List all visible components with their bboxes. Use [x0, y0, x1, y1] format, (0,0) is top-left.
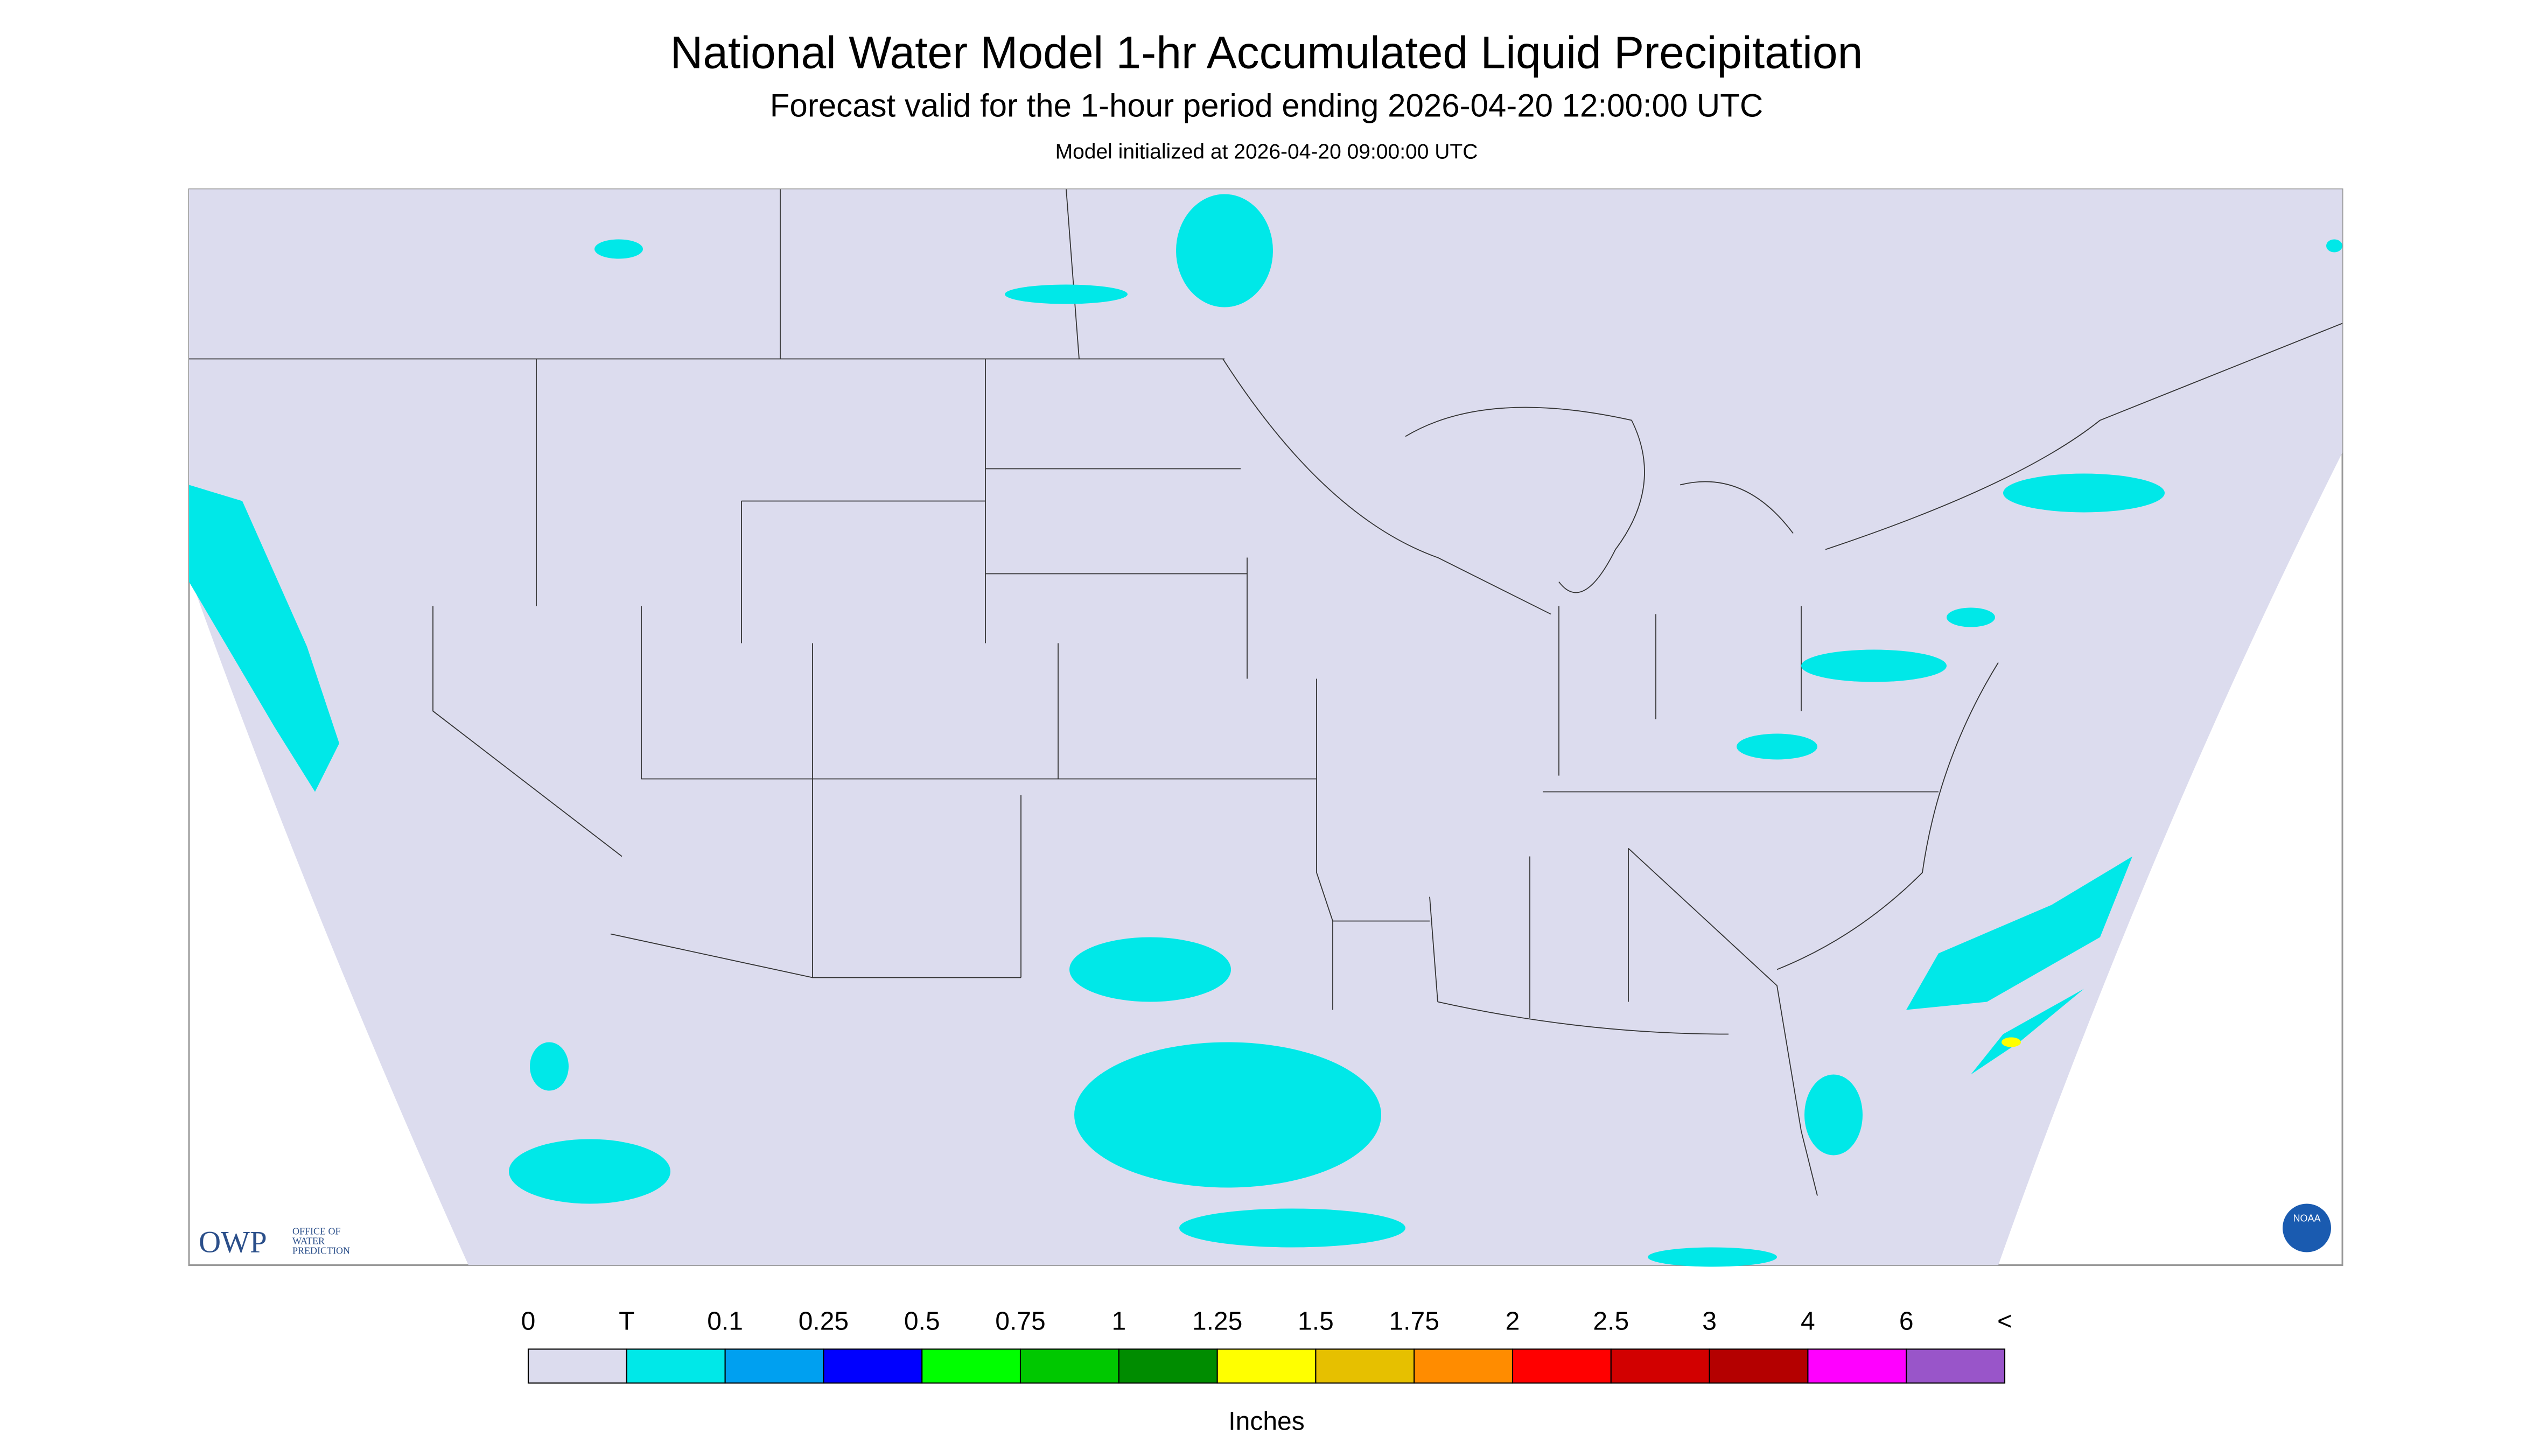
legend-label: 0 — [521, 1307, 536, 1336]
subtitle: Forecast valid for the 1-hour period end… — [770, 88, 1763, 124]
legend-swatch — [626, 1348, 726, 1384]
map: OWP OFFICE OF WATER PREDICTION NOAA — [188, 188, 2343, 1267]
precipitation — [189, 194, 2342, 1267]
legend-swatch — [921, 1348, 1021, 1384]
owp-logo: OWP — [199, 1226, 267, 1259]
legend-swatch — [1315, 1348, 1415, 1384]
legend-label: 2 — [1506, 1307, 1520, 1336]
legend-swatch — [1906, 1348, 2006, 1384]
legend-label: 1.75 — [1389, 1307, 1439, 1336]
legend-swatch — [1610, 1348, 1710, 1384]
owp-line: WATER — [292, 1236, 325, 1247]
init-note: Model initialized at 2026-04-20 09:00:00… — [1055, 141, 1478, 164]
legend-label: 3 — [1702, 1307, 1717, 1336]
owp-line: OFFICE OF — [292, 1226, 341, 1237]
legend-label: 2.5 — [1593, 1307, 1629, 1336]
legend-label: 0.1 — [707, 1307, 743, 1336]
legend: 0 T 0.1 0.25 0.5 0.75 1 1.25 1.5 1.75 2 2.5 3 4 6 < — [521, 1307, 2012, 1384]
legend-label: 0.75 — [995, 1307, 1045, 1336]
legend-swatch — [1709, 1348, 1809, 1384]
legend-label: 0.5 — [904, 1307, 940, 1336]
owp-line: PREDICTION — [292, 1245, 350, 1256]
legend-label: < — [1997, 1307, 2012, 1336]
legend-label: 1.5 — [1298, 1307, 1334, 1336]
legend-swatch — [1118, 1348, 1218, 1384]
legend-swatch — [1807, 1348, 1907, 1384]
legend-label: 6 — [1899, 1307, 1914, 1336]
legend-swatch — [527, 1348, 627, 1384]
legend-label: 1 — [1111, 1307, 1126, 1336]
legend-label: 1.25 — [1192, 1307, 1242, 1336]
legend-swatch — [1216, 1348, 1317, 1384]
legend-label: T — [619, 1307, 634, 1336]
legend-label: 4 — [1801, 1307, 1815, 1336]
legend-unit: Inches — [1228, 1408, 1304, 1436]
legend-swatch — [724, 1348, 824, 1384]
title: National Water Model 1-hr Accumulated Li… — [670, 27, 1863, 78]
legend-label: 0.25 — [799, 1307, 849, 1336]
legend-swatch — [823, 1348, 923, 1384]
legend-swatch — [1512, 1348, 1612, 1384]
noaa-logo: NOAA — [2293, 1213, 2320, 1224]
legend-swatch — [1019, 1348, 1119, 1384]
legend-swatch — [1414, 1348, 1514, 1384]
